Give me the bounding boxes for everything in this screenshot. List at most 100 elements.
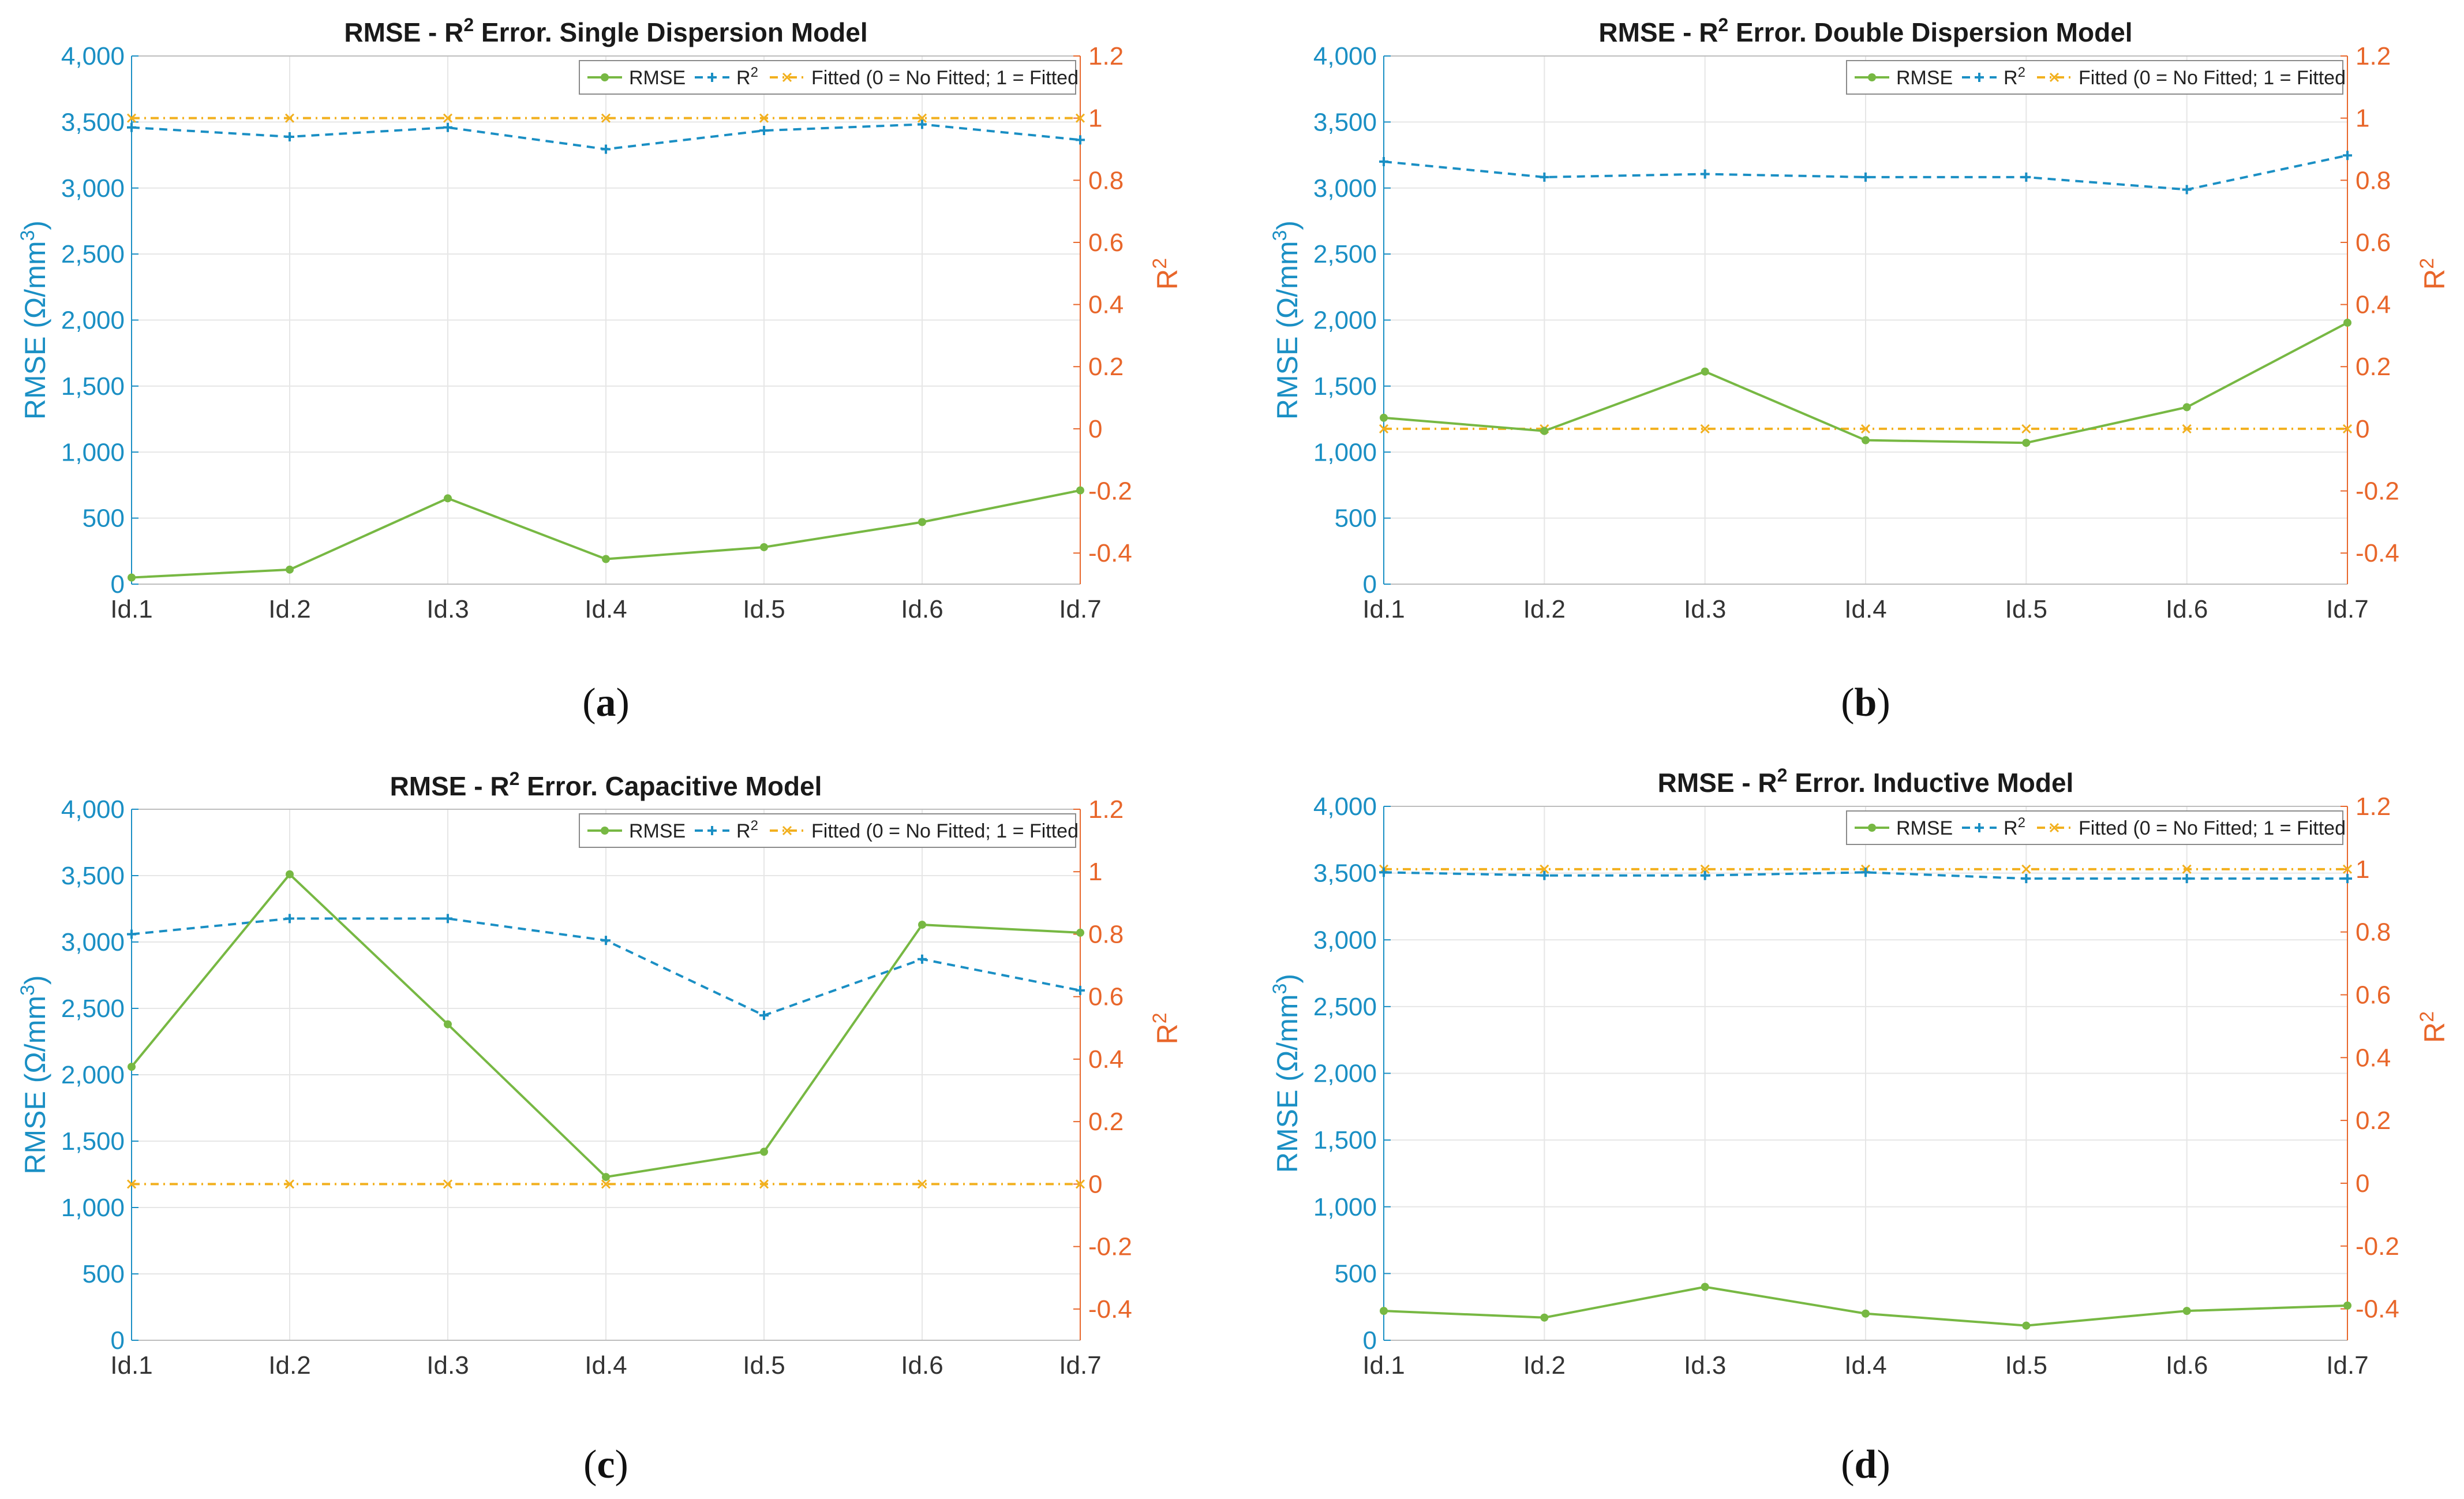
data-point-fitted <box>2182 864 2192 874</box>
data-point-fitted <box>2182 424 2192 433</box>
x-tick-label: Id.5 <box>2005 595 2047 623</box>
legend-label-r2: R2 <box>736 818 758 843</box>
right-tick-label: 0 <box>1088 415 1102 443</box>
left-axis-label-close: ) <box>19 975 51 985</box>
legend-label-fitted: Fitted (0 = No Fitted; 1 = Fitted <box>811 67 1079 89</box>
left-tick-label: 2,000 <box>61 306 125 335</box>
legend-label-fitted: Fitted (0 = No Fitted; 1 = Fitted <box>2079 817 2346 839</box>
data-point-r2 <box>2182 185 2192 195</box>
data-point-r2 <box>601 144 611 154</box>
legend-marker-fitted <box>782 72 792 83</box>
left-tick-label: 2,000 <box>61 1061 125 1089</box>
left-tick-label: 2,500 <box>1313 240 1377 268</box>
data-point-fitted <box>759 113 769 123</box>
chart-panel-a: 0 500 1,000 1,500 2,000 2,500 3,000 3,500 4,000 -… <box>17 14 1184 725</box>
right-tick-label: 0.6 <box>2356 229 2391 257</box>
right-axis-label: R2 <box>1149 1012 1184 1044</box>
right-axis-label: R2 <box>2416 258 2451 290</box>
left-axis-label: RMSE (Ω/mm3) <box>1269 220 1304 420</box>
legend-label-r2: R2 <box>2004 65 2025 89</box>
data-point-r2 <box>2021 172 2031 182</box>
data-point-fitted <box>1860 424 1871 433</box>
right-tick-label: -0.2 <box>2356 1232 2399 1261</box>
left-tick-label: 500 <box>1335 504 1377 533</box>
panel-label-close: ) <box>616 681 630 725</box>
x-tick-label: Id.5 <box>743 595 785 623</box>
left-axis-label-close: ) <box>19 220 51 230</box>
x-tick-label: Id.3 <box>426 595 469 623</box>
right-tick-label: 1 <box>1088 858 1102 886</box>
right-tick-label: 1.2 <box>1088 795 1124 824</box>
left-tick-label: 0 <box>111 1326 125 1355</box>
legend-marker-r2 <box>1975 73 1984 82</box>
data-point-fitted <box>1075 113 1085 123</box>
data-point-rmse <box>918 518 926 526</box>
left-tick-label: 3,500 <box>1313 859 1377 888</box>
data-point-r2 <box>127 929 136 939</box>
x-tick-label: Id.2 <box>1523 1351 1566 1380</box>
x-tick-label: Id.3 <box>1684 1351 1726 1380</box>
x-tick-label: Id.6 <box>901 595 943 623</box>
data-point-rmse <box>760 543 768 551</box>
panel-label-letter: a <box>596 681 616 725</box>
data-point-r2 <box>1379 157 1388 166</box>
panel-label: (d) <box>1841 1442 1890 1487</box>
right-axis-label-base: R <box>1151 1023 1184 1044</box>
x-tick-label: Id.1 <box>110 595 152 623</box>
x-tick-label: Id.4 <box>1844 595 1886 623</box>
right-tick-label: 0 <box>2356 415 2369 443</box>
left-tick-label: 4,000 <box>61 42 125 70</box>
x-tick-label: Id.1 <box>110 1351 152 1380</box>
legend-label-r2-sup: 2 <box>2018 815 2025 831</box>
right-tick-label: 0.4 <box>1088 291 1124 319</box>
legend-marker-r2 <box>707 826 717 835</box>
legend-label-rmse: RMSE <box>629 820 686 842</box>
chart-title-prefix: RMSE - R <box>1658 768 1777 798</box>
legend: RMSE R2 Fitted (0 = No Fitted; 1 = Fitted <box>1846 810 2346 845</box>
data-point-rmse <box>128 1063 136 1071</box>
panel-label: (b) <box>1841 681 1890 725</box>
x-tick-label: Id.1 <box>1362 595 1405 623</box>
data-point-fitted <box>601 113 611 123</box>
right-tick-label: 0.6 <box>1088 229 1124 257</box>
data-point-fitted <box>1700 424 1710 433</box>
left-tick-label: 3,500 <box>1313 108 1377 136</box>
right-tick-label: -0.4 <box>2356 1295 2399 1324</box>
data-point-rmse <box>128 573 136 582</box>
x-tick-label: Id.4 <box>585 1351 627 1380</box>
chart-title: RMSE - R2 Error. Double Dispersion Model <box>1598 14 2132 47</box>
left-axis-label-main: RMSE (Ω/mm <box>1271 995 1304 1173</box>
data-point-fitted <box>1075 1179 1085 1189</box>
data-point-rmse <box>2343 1301 2351 1310</box>
left-axis-label-main: RMSE (Ω/mm <box>19 241 51 420</box>
right-axis-label-sup: 2 <box>2416 1011 2438 1022</box>
left-axis-label-main: RMSE (Ω/mm <box>1271 241 1304 420</box>
left-axis-label: RMSE (Ω/mm3) <box>1269 974 1304 1173</box>
chart-title-sup: 2 <box>463 14 474 35</box>
x-tick-label: Id.3 <box>1684 595 1726 623</box>
data-point-fitted <box>759 1179 769 1189</box>
legend-label-r2-base: R <box>736 67 751 89</box>
x-tick-label: Id.2 <box>268 595 310 623</box>
chart-panel-d: 0 500 1,000 1,500 2,000 2,500 3,000 3,500 4,000 -… <box>1269 765 2451 1487</box>
data-point-fitted <box>1700 864 1710 874</box>
right-tick-label: 0.6 <box>1088 983 1124 1011</box>
data-point-r2 <box>127 122 136 132</box>
data-point-r2 <box>1076 985 1085 995</box>
legend-box <box>1846 60 2343 95</box>
legend-label-r2-sup: 2 <box>751 65 758 80</box>
data-point-rmse <box>602 1173 610 1182</box>
data-point-fitted <box>2021 424 2031 433</box>
legend: RMSE R2 Fitted (0 = No Fitted; 1 = Fitted <box>579 60 1079 95</box>
data-point-rmse <box>918 921 926 929</box>
data-point-r2 <box>2182 874 2192 884</box>
chart-title: RMSE - R2 Error. Inductive Model <box>1658 765 2074 798</box>
legend-label-r2-base: R <box>2004 67 2018 89</box>
legend-label-rmse: RMSE <box>629 67 686 89</box>
right-tick-label: 0.8 <box>2356 918 2391 947</box>
right-tick-label: 1 <box>2356 855 2369 884</box>
data-point-fitted <box>443 113 453 123</box>
right-tick-label: -0.2 <box>2356 477 2399 506</box>
left-tick-label: 1,500 <box>61 1127 125 1156</box>
left-axis-label-main: RMSE (Ω/mm <box>19 996 51 1175</box>
